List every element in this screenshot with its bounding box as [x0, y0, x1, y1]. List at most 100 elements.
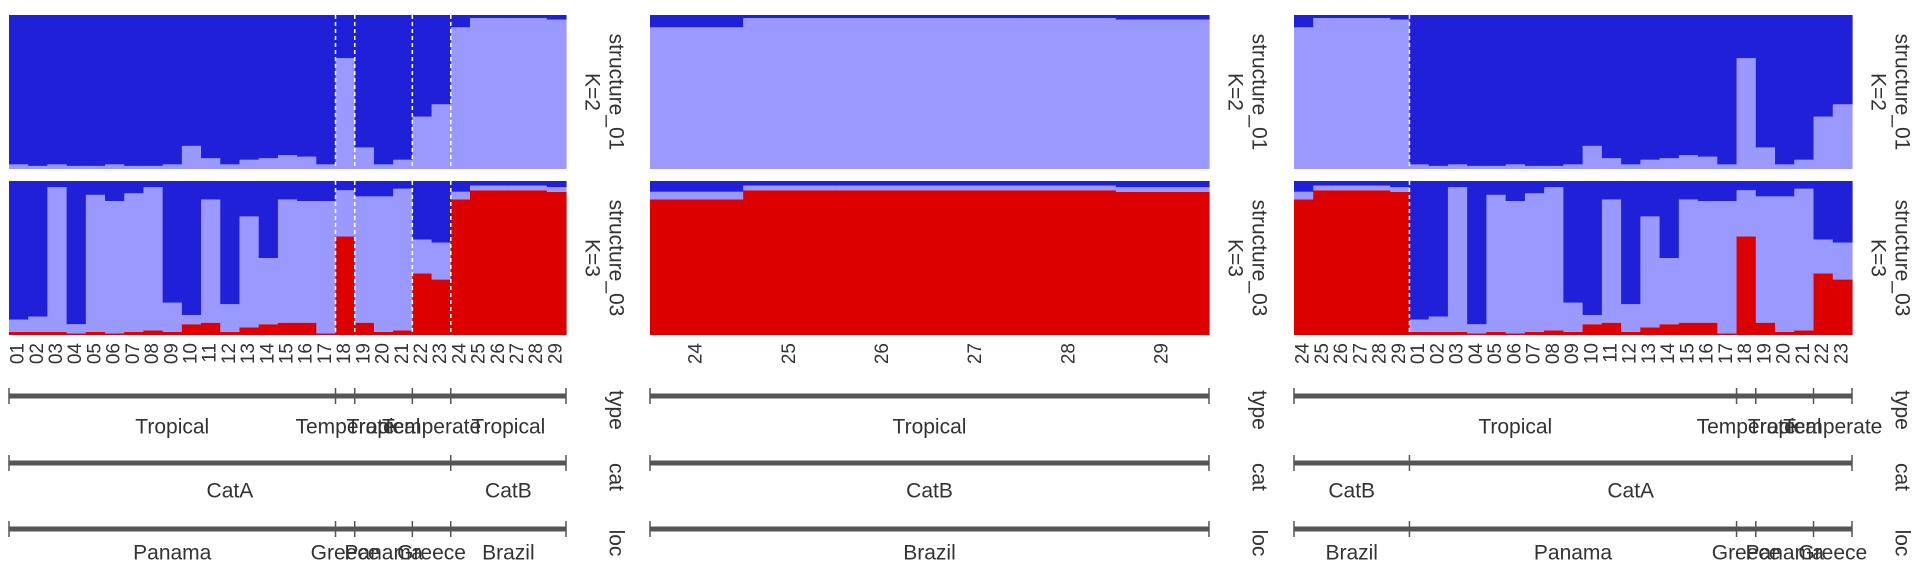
admixture-segment	[1409, 164, 1430, 169]
admixture-segment	[1486, 15, 1507, 166]
admixture-segment	[508, 181, 529, 186]
group-label: Brazil	[482, 542, 535, 565]
admixture-segment	[354, 15, 375, 148]
admixture-segment	[1698, 322, 1718, 335]
admixture-segment	[162, 331, 183, 335]
admixture-segment	[450, 191, 471, 200]
sample-label: 10	[1581, 343, 1602, 364]
admixture-segment	[47, 181, 68, 188]
row-k-label: K=2	[580, 73, 603, 111]
admixture-segment	[277, 155, 298, 169]
group-label: Temperate	[1783, 416, 1882, 439]
admixture-segment	[1736, 15, 1757, 59]
admixture-segment	[650, 199, 744, 335]
sample-label: 10	[180, 343, 201, 364]
admixture-segment	[1813, 239, 1834, 274]
admixture-segment	[1332, 18, 1353, 169]
admixture-segment	[47, 15, 68, 165]
admixture-segment	[239, 216, 260, 328]
row-name: structure_01	[604, 34, 627, 151]
sample-label: 03	[46, 343, 67, 364]
admixture-segment	[1678, 322, 1699, 335]
admixture-segment	[1736, 58, 1757, 170]
admixture-segment	[1621, 164, 1641, 169]
admixture-segment	[162, 302, 183, 332]
admixture-segment	[450, 27, 471, 169]
sample-label: 27	[1350, 343, 1371, 364]
admixture-segment	[1370, 190, 1391, 335]
admixture-segment	[527, 18, 548, 169]
admixture-segment	[489, 190, 509, 335]
admixture-segment	[1832, 104, 1853, 169]
admixture-segment	[181, 145, 202, 169]
group-label: Panama	[1534, 542, 1613, 565]
sample-label: 29	[1389, 343, 1410, 364]
admixture-segment	[469, 181, 490, 186]
admixture-segment	[47, 187, 68, 332]
admixture-segment	[1563, 15, 1584, 165]
admixture-segment	[1601, 199, 1622, 323]
admixture-segment	[431, 104, 452, 169]
admixture-segment	[489, 185, 509, 191]
admixture-segment	[546, 15, 567, 20]
admixture-segment	[450, 15, 471, 28]
group-name: type	[1890, 390, 1913, 430]
admixture-segment	[239, 15, 260, 160]
admixture-segment	[1313, 18, 1334, 169]
admixture-segment	[143, 330, 164, 335]
admixture-segment	[201, 322, 221, 335]
admixture-segment	[1640, 327, 1661, 335]
admixture-segment	[1505, 164, 1526, 169]
sample-label: 19	[1754, 343, 1775, 364]
admixture-segment	[297, 322, 317, 335]
admixture-segment	[1115, 181, 1210, 188]
admixture-segment	[124, 15, 145, 166]
admixture-segment	[1755, 181, 1776, 197]
admixture-segment	[1409, 181, 1430, 320]
sample-label: 28	[526, 343, 547, 364]
group-label: Greece	[1798, 542, 1867, 565]
admixture-segment	[373, 181, 394, 197]
admixture-segment	[1447, 164, 1468, 169]
admixture-segment	[201, 199, 221, 323]
admixture-segment	[124, 331, 145, 335]
admixture-segment	[1621, 181, 1641, 305]
admixture-segment	[1794, 181, 1815, 189]
admixture-segment	[1524, 15, 1545, 166]
admixture-segment	[469, 190, 490, 335]
admixture-segment	[258, 258, 279, 325]
admixture-segment	[28, 331, 49, 335]
admixture-segment	[1294, 27, 1314, 169]
sample-label: 17	[315, 343, 336, 364]
admixture-segment	[9, 15, 29, 165]
admixture-segment	[277, 181, 298, 200]
admixture-segment	[1505, 333, 1526, 335]
admixture-segment	[1390, 181, 1411, 188]
admixture-segment	[1698, 201, 1718, 323]
admixture-segment	[508, 18, 529, 169]
admixture-segment	[836, 15, 931, 19]
admixture-segment	[1640, 15, 1661, 160]
admixture-segment	[66, 324, 87, 334]
admixture-segment	[1544, 181, 1564, 188]
admixture-segment	[335, 58, 356, 170]
sample-label: 23	[1831, 343, 1852, 364]
sample-label: 20	[1774, 343, 1795, 364]
admixture-segment	[258, 15, 279, 159]
admixture-segment	[1659, 158, 1680, 169]
admixture-segment	[47, 331, 68, 335]
admixture-segment	[181, 324, 202, 335]
admixture-segment	[1544, 165, 1564, 169]
admixture-segment	[85, 181, 106, 195]
admixture-segment	[1447, 15, 1468, 165]
sample-label: 13	[238, 343, 259, 364]
admixture-segment	[1447, 187, 1468, 332]
admixture-segment	[354, 147, 375, 169]
sample-label: 25	[779, 343, 800, 364]
admixture-segment	[66, 181, 87, 325]
admixture-segment	[124, 181, 145, 194]
admixture-segment	[1640, 159, 1661, 169]
group-label: CatA	[207, 480, 254, 503]
admixture-segment	[1294, 191, 1314, 200]
admixture-segment	[546, 181, 567, 188]
